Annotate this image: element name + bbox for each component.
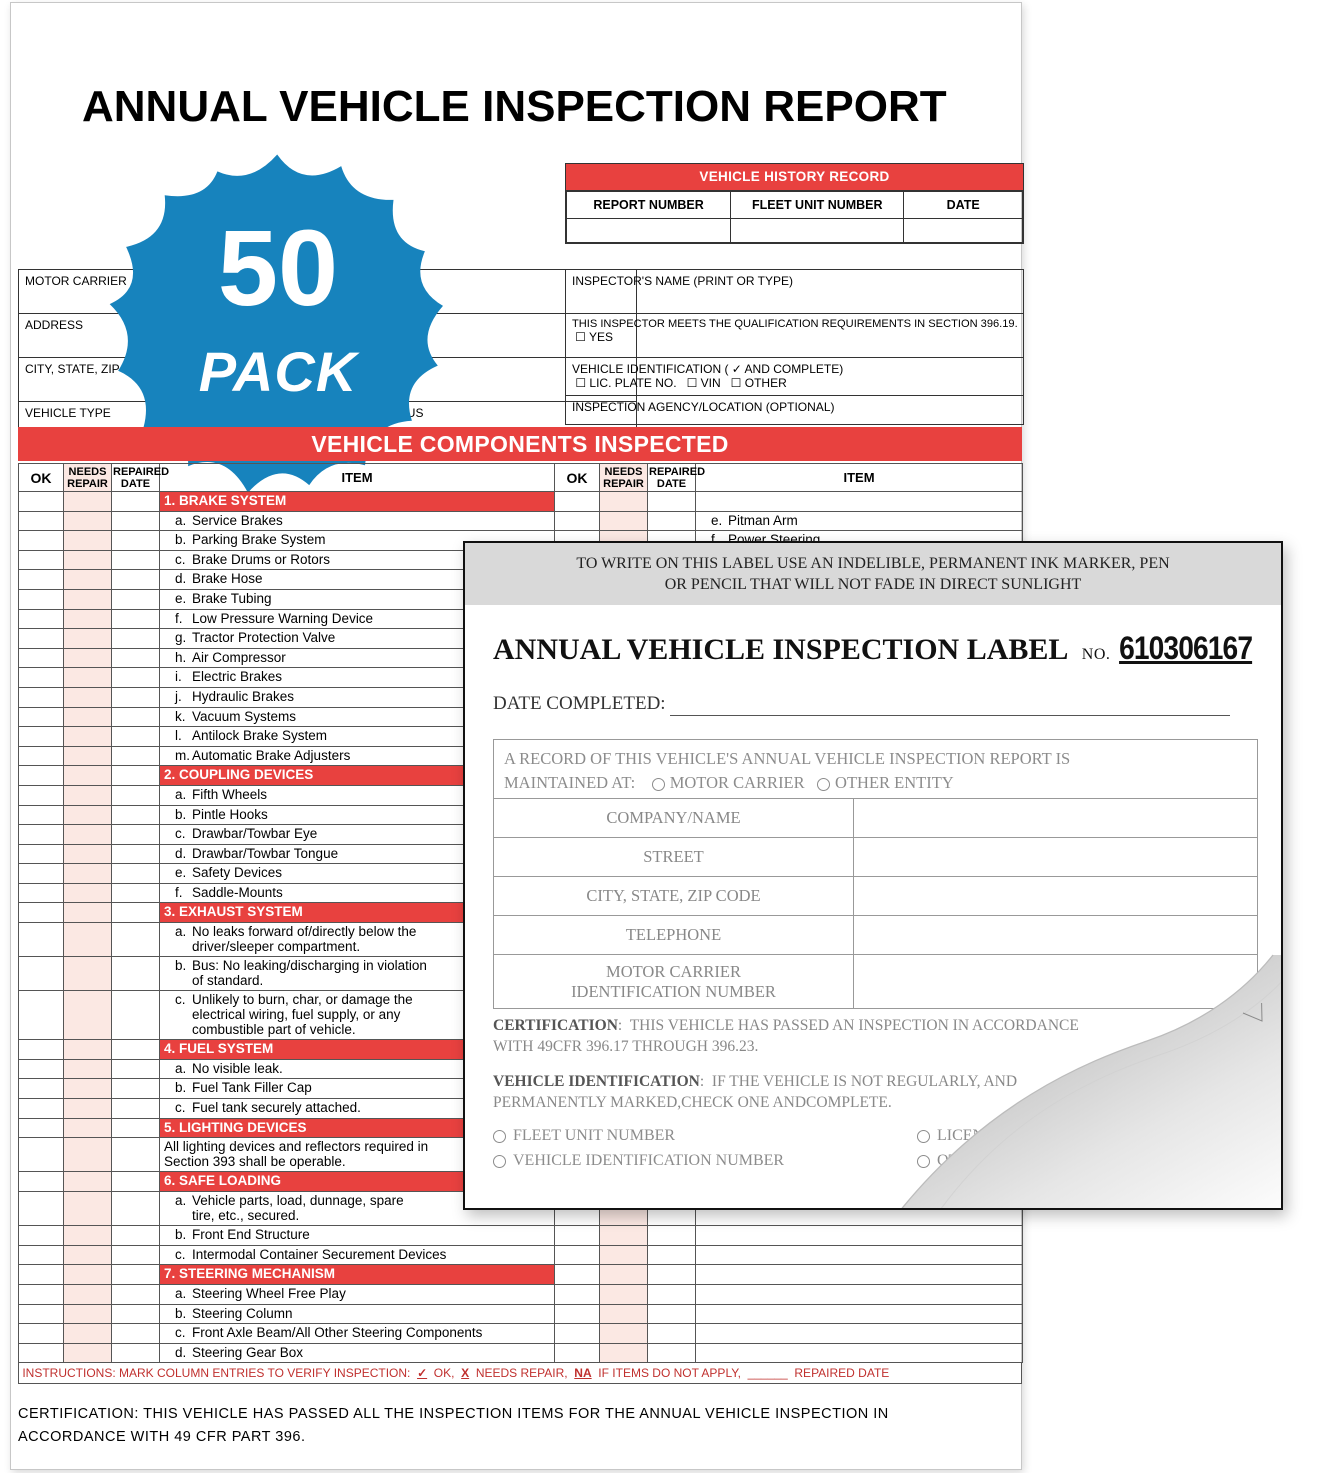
svg-text:PACK: PACK [199, 340, 360, 403]
svg-text:50: 50 [218, 207, 338, 328]
